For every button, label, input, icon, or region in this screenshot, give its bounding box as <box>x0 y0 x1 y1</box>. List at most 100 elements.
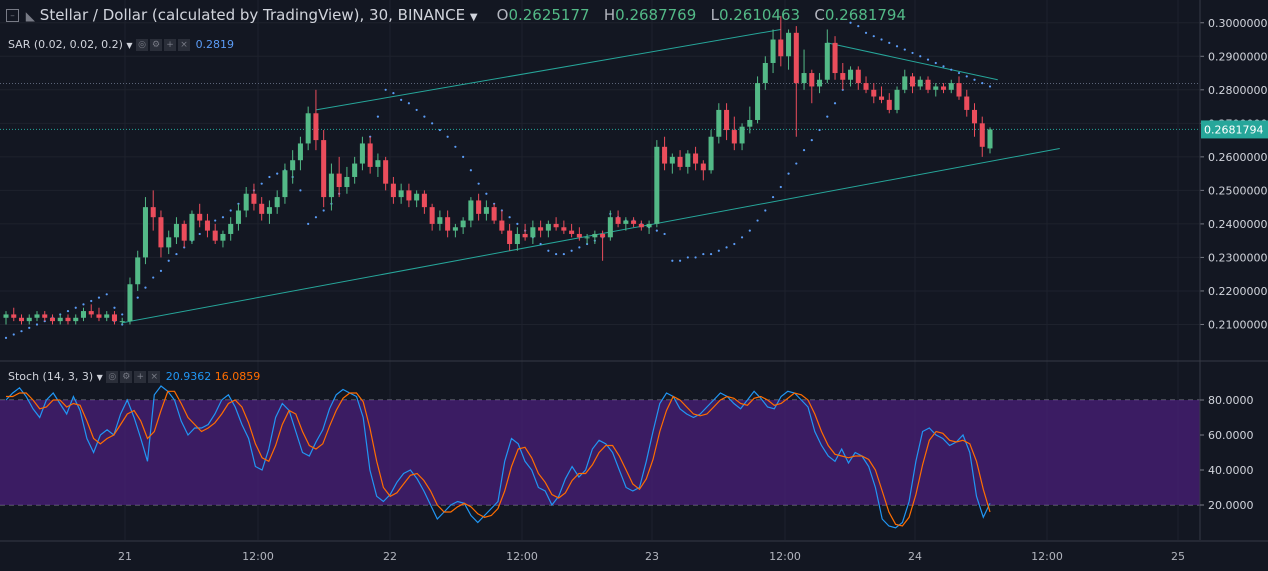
chevron-down-icon[interactable]: ▼ <box>126 41 133 50</box>
sar-dot <box>934 61 937 65</box>
candle-body <box>483 207 489 214</box>
x-tick-label: 25 <box>1171 550 1185 563</box>
sar-label[interactable]: SAR (0.02, 0.02, 0.2) <box>8 38 123 51</box>
sar-dot <box>167 259 170 262</box>
sar-dot <box>826 115 829 118</box>
close-icon[interactable]: × <box>178 39 191 51</box>
chevron-down-icon[interactable]: ▼ <box>469 12 478 23</box>
sar-dot <box>756 219 759 222</box>
candle-body <box>685 153 691 167</box>
candle-body <box>987 129 993 149</box>
sar-dot <box>864 31 868 34</box>
stoch-line-k <box>5 385 991 529</box>
sar-dot <box>919 55 922 58</box>
sar-dot <box>733 242 736 246</box>
y-tick-label: 0.3000000 <box>1208 17 1268 30</box>
close-icon[interactable]: × <box>148 371 161 383</box>
candle-body <box>181 223 187 241</box>
candle-body <box>119 321 125 323</box>
candle-body <box>406 190 412 201</box>
high-key: H <box>603 6 616 24</box>
sar-dot <box>485 192 488 195</box>
sar-dot <box>214 219 217 222</box>
sar-dot <box>833 102 837 105</box>
candle-body <box>638 223 644 228</box>
sar-dot <box>725 246 728 249</box>
sar-dot <box>988 85 992 88</box>
candle-body <box>910 76 916 87</box>
candle-body <box>716 109 722 137</box>
stoch-line-d <box>6 390 991 527</box>
collapse-icon[interactable]: – <box>6 9 19 22</box>
sar-dot <box>508 216 511 219</box>
candle-body <box>375 160 381 167</box>
candle-body <box>127 284 133 322</box>
sar-dot <box>105 293 108 296</box>
settings-gear-icon[interactable]: ⚙ <box>150 39 163 51</box>
sar-dot <box>911 51 914 55</box>
candle-body <box>166 237 172 248</box>
candle-body <box>313 113 319 141</box>
candle-body <box>266 207 272 214</box>
add-icon[interactable]: + <box>134 371 147 383</box>
candle-body <box>220 233 226 241</box>
sar-dot <box>787 172 790 175</box>
sar-dot <box>159 269 163 272</box>
candle-body <box>150 207 156 218</box>
candle-body <box>731 130 737 144</box>
sar-dot <box>578 246 581 249</box>
sar-dot <box>965 75 968 78</box>
candle-body <box>708 136 714 171</box>
candle-body <box>793 32 799 84</box>
chevron-down-icon[interactable]: ▼ <box>96 373 103 382</box>
sar-dot <box>454 145 457 148</box>
candle-body <box>786 32 792 57</box>
sar-dot <box>957 71 961 75</box>
candle-body <box>840 73 846 80</box>
sar-dot <box>849 21 852 24</box>
candle-body <box>886 99 892 110</box>
sar-dot <box>671 259 674 262</box>
high-value: 0.2687769 <box>615 6 697 24</box>
candle-body <box>274 197 280 208</box>
candle-body <box>321 140 327 198</box>
add-icon[interactable]: + <box>164 39 177 51</box>
candle-body <box>18 317 25 322</box>
sar-dot <box>748 229 751 232</box>
candle-body <box>3 314 9 318</box>
sar-dot <box>90 299 93 303</box>
sar-dot <box>539 242 542 246</box>
sar-dot <box>198 232 201 236</box>
candle-body <box>607 217 613 238</box>
sar-dot <box>562 252 565 256</box>
candle-body <box>49 317 56 322</box>
sar-dot <box>981 82 984 85</box>
settings-gear-icon[interactable]: ⚙ <box>120 371 133 383</box>
x-tick-label: 12:00 <box>1031 550 1063 563</box>
candle-body <box>251 193 257 204</box>
hide-eye-icon[interactable]: ◎ <box>106 371 119 383</box>
candle-body <box>739 126 745 144</box>
candle-body <box>212 230 218 241</box>
candle-body <box>592 233 598 238</box>
candle-body <box>569 230 575 234</box>
sar-dot <box>415 108 418 112</box>
hide-eye-icon[interactable]: ◎ <box>136 39 149 51</box>
sar-dot <box>740 236 744 239</box>
sar-dot <box>547 249 550 252</box>
candle-body <box>848 69 854 80</box>
candle-body <box>677 156 683 167</box>
stoch-legend: Stoch (14, 3, 3) ▼ ◎ ⚙ + × 20.9362 16.0859 <box>8 370 260 383</box>
candle-body <box>522 233 528 238</box>
stoch-label[interactable]: Stoch (14, 3, 3) <box>8 370 94 383</box>
sar-dot <box>469 169 472 172</box>
candle-body <box>189 213 195 241</box>
symbol-title[interactable]: Stellar / Dollar (calculated by TradingV… <box>39 6 466 24</box>
candle-body <box>421 193 427 208</box>
y-tick-label: 0.2600000 <box>1208 151 1268 164</box>
candle-body <box>367 143 373 167</box>
sar-dot <box>221 216 225 219</box>
candle-body <box>817 79 823 87</box>
candle-body <box>871 89 877 97</box>
